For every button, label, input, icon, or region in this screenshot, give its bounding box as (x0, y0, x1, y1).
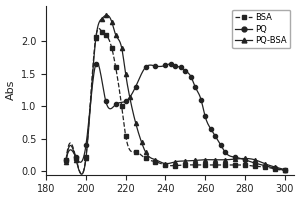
Legend: BSA, PQ, PQ-BSA: BSA, PQ, PQ-BSA (232, 10, 290, 48)
Y-axis label: Abs: Abs (6, 80, 16, 100)
